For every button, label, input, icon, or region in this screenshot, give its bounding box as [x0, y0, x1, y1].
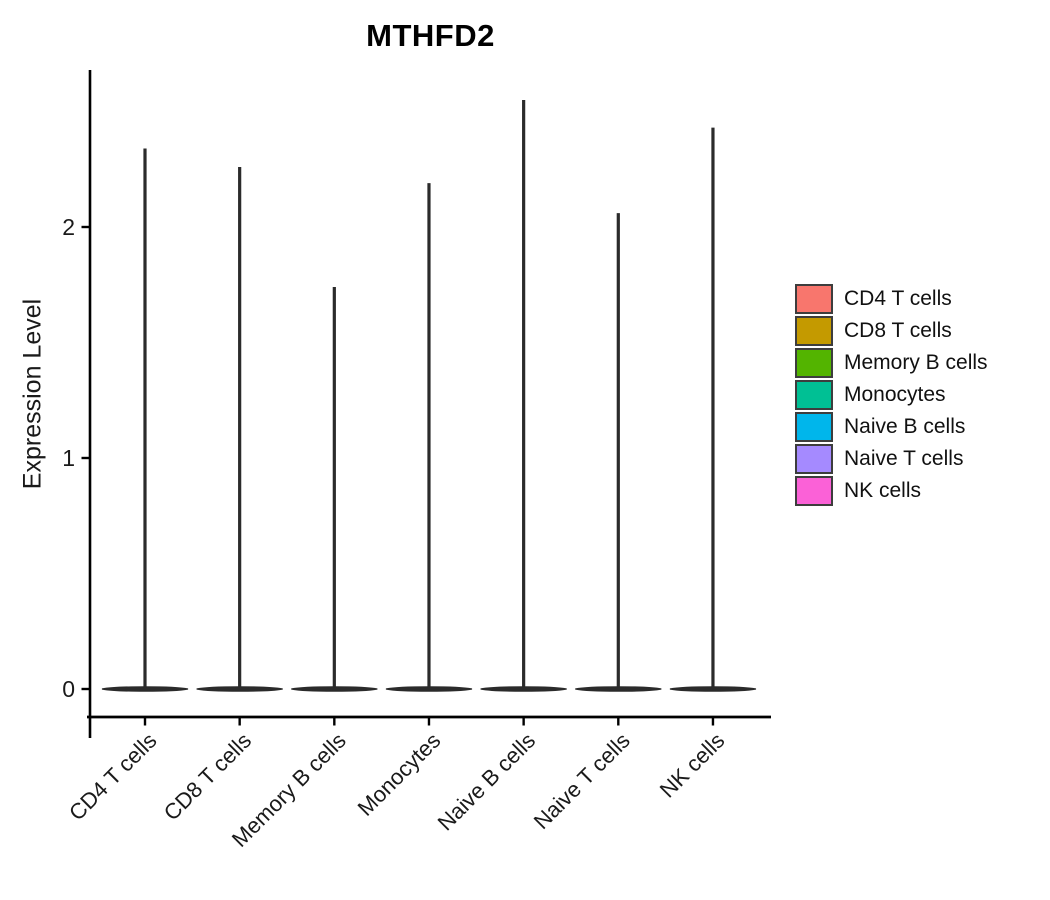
x-tick-label: Monocytes [353, 728, 446, 821]
chart-title: MTHFD2 [366, 18, 495, 53]
violin-base [291, 686, 378, 692]
legend-item: CD8 T cells [795, 315, 988, 347]
legend-label: NK cells [844, 479, 922, 502]
legend-swatch [795, 380, 833, 410]
legend-item: Monocytes [795, 379, 988, 411]
legend-item: CD4 T cells [795, 283, 988, 315]
legend-item: Naive T cells [795, 443, 988, 475]
legend-item: NK cells [795, 475, 988, 507]
legend-swatch [795, 284, 833, 314]
legend-label: CD8 T cells [844, 319, 952, 342]
y-tick-label: 0 [62, 676, 75, 702]
legend-label: Monocytes [844, 383, 946, 406]
x-tick-label: Naive B cells [433, 728, 541, 836]
x-tick-label: CD4 T cells [64, 728, 162, 826]
legend-label: Naive B cells [844, 415, 966, 438]
legend-item: Memory B cells [795, 347, 988, 379]
y-tick-label: 1 [62, 445, 75, 471]
legend: CD4 T cells CD8 T cells Memory B cells Mono… [795, 283, 988, 507]
legend-swatch [795, 444, 833, 474]
violin-base [480, 686, 567, 692]
legend-swatch [795, 476, 833, 506]
violin-base [669, 686, 757, 692]
x-tick-label: Naive T cells [529, 728, 635, 834]
violin-base [575, 686, 662, 692]
violin-base [196, 686, 283, 692]
legend-label: CD4 T cells [844, 287, 952, 310]
x-tick-label: NK cells [655, 728, 730, 803]
legend-item: Naive B cells [795, 411, 988, 443]
legend-swatch [795, 316, 833, 346]
legend-swatch [795, 412, 833, 442]
violin-base [385, 686, 473, 692]
legend-swatch [795, 348, 833, 378]
x-tick-label: CD8 T cells [159, 728, 257, 826]
violin-base [101, 686, 189, 692]
legend-label: Naive T cells [844, 447, 964, 470]
y-tick-label: 2 [62, 214, 75, 240]
legend-label: Memory B cells [844, 351, 988, 374]
